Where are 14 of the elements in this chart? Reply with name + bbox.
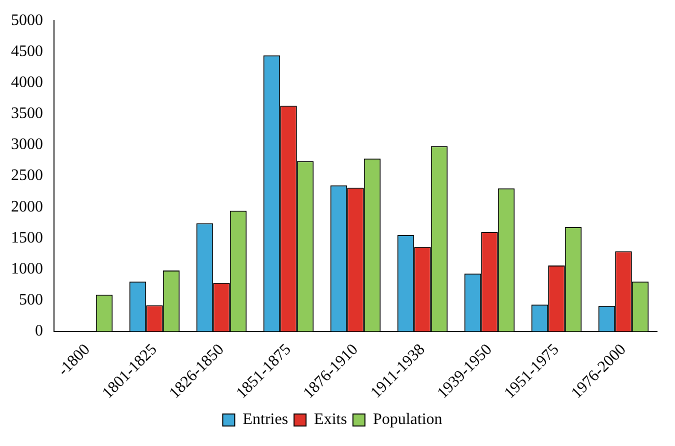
legend-label: Exits	[314, 411, 347, 428]
y-tick-label: 2500	[11, 167, 43, 184]
y-tick-label: 4500	[11, 42, 43, 60]
y-tick-label: 3000	[11, 136, 43, 154]
legend-label: Entries	[242, 411, 288, 428]
y-tick-label: 1000	[11, 260, 43, 278]
y-tick-label: 1500	[11, 229, 43, 246]
y-tick-label: 500	[19, 292, 43, 309]
y-tick-label: 5000	[11, 12, 43, 29]
y-tick-label: 2000	[11, 198, 43, 216]
legend-label: Population	[372, 411, 442, 428]
y-tick-label: 4000	[11, 74, 43, 91]
y-tick-label: 0	[35, 322, 43, 340]
y-tick-label: 3500	[11, 105, 43, 122]
